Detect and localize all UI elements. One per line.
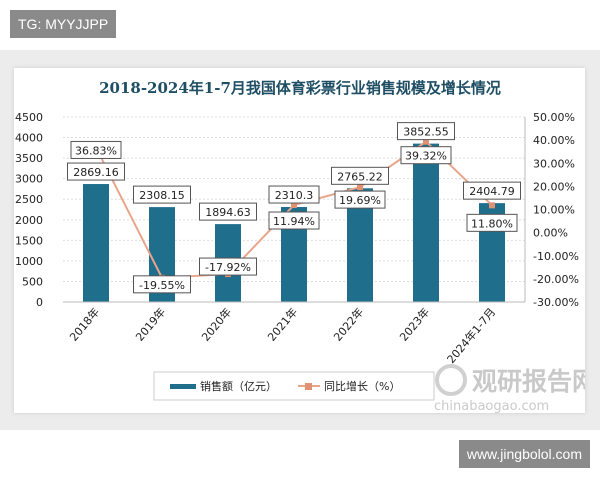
right-tick-label: 10.00% [533,204,575,217]
legend-bar-swatch [170,384,196,389]
left-tick-label: 2500 [15,193,43,206]
bar-value-label-box [331,166,389,185]
left-tick-label: 3500 [15,152,43,165]
right-tick-label: 0.00% [533,227,568,240]
chart-card: 2018-2024年1-7月我国体育彩票行业销售规模及增长情况 0 500 1000… [14,68,585,413]
svg-text:chinabaogao.com: chinabaogao.com [434,399,549,413]
growth-value-label-box [466,213,518,232]
bar [413,143,439,302]
watermark-tag: TG: MYYJJPP [10,10,117,38]
bar-value-label: 2869.16 [73,166,119,179]
bar-value-label: 2308.15 [139,189,185,202]
legend-bar-label: 销售额（亿元） [200,379,277,393]
left-tick-label: 3000 [15,173,43,186]
right-tick-label: 20.00% [533,180,575,193]
logo-watermark: 观研报告网 chinabaogao.com [434,364,585,413]
growth-marker [357,184,363,191]
growth-marker [489,202,495,209]
growth-value-label: -19.55% [139,279,185,292]
x-tick-label: 2021年 [265,305,301,344]
bar-value-label-box [463,181,521,200]
left-tick-label: 2000 [15,214,43,227]
growth-value-label-box [133,275,191,294]
bar-value-label-box [67,162,125,181]
x-tick-label: 2020年 [199,305,235,344]
right-tick-label: 40.00% [533,134,575,147]
growth-value-label-box [334,190,386,209]
svg-text:观研报告网: 观研报告网 [472,367,585,396]
growth-value-label: 19.69% [339,194,381,207]
x-tick-label: 2019年 [133,305,169,344]
x-tick-label: 2018年 [67,305,103,344]
bar-value-label: 1894.63 [205,206,251,219]
growth-value-label: 39.32% [405,150,447,163]
growth-marker [291,202,297,209]
right-tick-label: -20.00% [533,273,579,286]
growth-value-label: 36.83% [75,144,117,157]
right-tick-label: 30.00% [533,157,575,170]
growth-value-label-box [400,146,452,165]
right-tick-label: -10.00% [533,250,579,263]
left-tick-label: 4500 [15,111,43,124]
site-tag: www.jingbolol.com [458,440,590,468]
growth-value-label: 11.94% [273,215,315,228]
legend-line-swatch [305,383,312,390]
bar-value-label-box [268,185,320,204]
legend-line-label: 同比增长（%） [324,379,400,393]
bar-value-label: 2310.3 [275,189,314,202]
left-tick-label: 4000 [15,132,43,145]
left-tick-label: 1000 [15,255,43,268]
bar-value-label-box [133,185,191,204]
growth-value-label-box [70,140,122,159]
right-tick-label: -30.00% [533,296,579,309]
x-tick-label: 2023年 [397,305,433,344]
right-tick-label: 50.00% [533,111,575,124]
growth-marker [423,138,429,145]
x-tick-label: 2024年1-7月 [444,305,498,366]
bar [83,184,109,302]
x-tick-label: 2022年 [331,305,367,344]
left-tick-label: 500 [22,275,43,288]
legend: 销售额（亿元） 同比增长（%） [153,371,435,401]
left-tick-label: 0 [36,296,43,309]
growth-value-label-box [199,257,257,276]
left-tick-label: 1500 [15,234,43,247]
bar-value-label-box [199,202,257,221]
growth-value-label: -17.92% [205,261,251,274]
bar-value-label-box [397,122,455,141]
chart-title: 2018-2024年1-7月我国体育彩票行业销售规模及增长情况 [99,79,501,97]
chart: 2018-2024年1-7月我国体育彩票行业销售规模及增长情况 0 500 1000… [15,79,585,413]
bar-value-label: 2404.79 [469,185,515,198]
bar-value-label: 3852.55 [403,126,449,139]
growth-value-label-box [268,211,320,230]
bar-value-label: 2765.22 [337,170,383,183]
growth-value-label: 11.80% [471,217,513,230]
